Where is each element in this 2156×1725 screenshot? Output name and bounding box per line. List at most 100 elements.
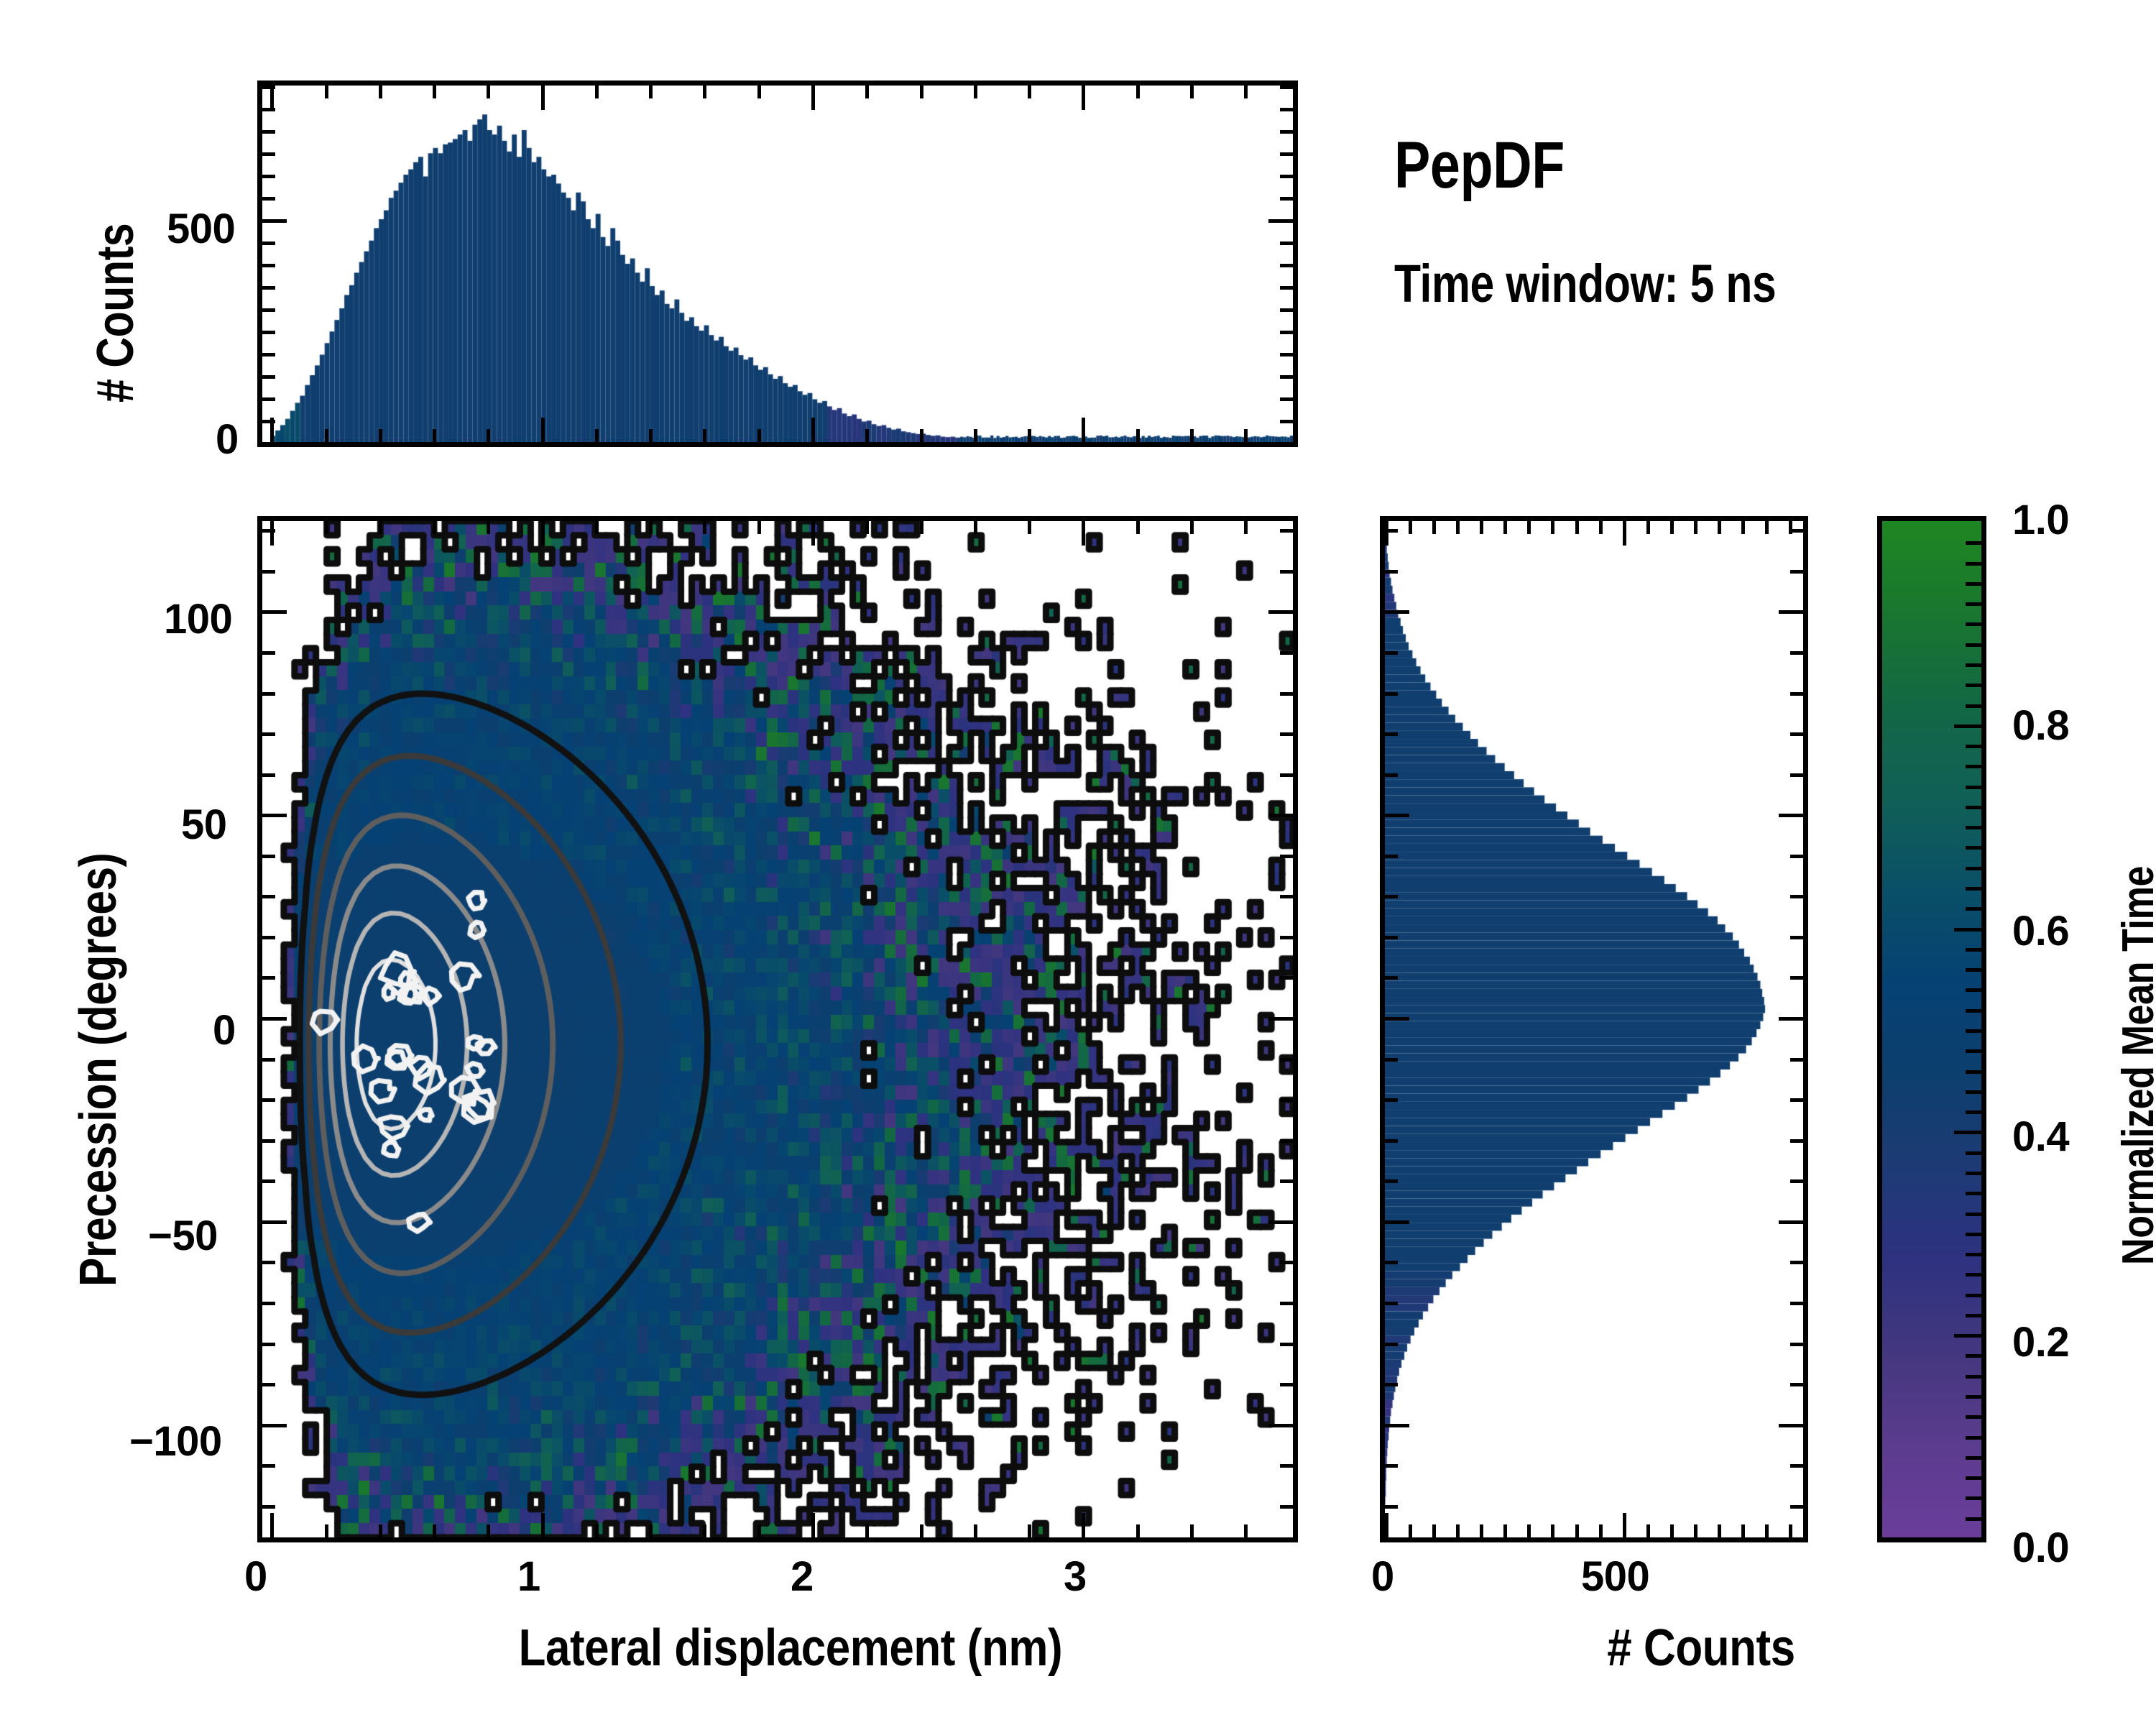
tophist-y-minor-tick: [262, 308, 275, 312]
top-hist-ytick-500: 500: [167, 206, 236, 252]
tophist-x-tick: [811, 418, 815, 442]
tophist-x-tick: [541, 418, 545, 442]
x-minor-tick-top: [1028, 521, 1031, 534]
righthist-y-tick: [1385, 1179, 1398, 1183]
x-tick-1: 1: [517, 1553, 540, 1600]
x-minor-tick: [1244, 1524, 1248, 1537]
tophist-y-tick-right: [1280, 331, 1293, 334]
y-minor-tick: [262, 936, 275, 939]
right-hist-xtick-0: 0: [1371, 1553, 1394, 1600]
y-major-tick-right: [1268, 1017, 1293, 1021]
y-minor-tick-right: [1280, 895, 1293, 898]
colorbar-minor-tick: [1966, 684, 1981, 687]
tophist-y-tick-right: [1280, 242, 1293, 245]
colorbar-tick-0p6: 0.6: [2012, 908, 2070, 954]
y-minor-tick-right: [1280, 1098, 1293, 1102]
colorbar-major-tick: [1954, 928, 1981, 932]
x-minor-tick-top: [1190, 521, 1194, 534]
righthist-y-tick: [1385, 1464, 1398, 1468]
y-minor-tick: [262, 1179, 275, 1183]
righthist-x-tick-top: [1409, 521, 1412, 534]
righthist-y-tick-right: [1790, 936, 1803, 939]
tophist-x-tick: [649, 429, 653, 442]
righthist-y-tick-right: [1779, 1220, 1803, 1224]
tophist-x-tick: [1244, 429, 1248, 442]
colorbar-minor-tick: [1966, 663, 1981, 667]
y-major-tick: [262, 1424, 287, 1427]
righthist-y-tick: [1385, 651, 1398, 655]
righthist-y-tick-right: [1790, 732, 1803, 736]
x-tick-3: 3: [1064, 1553, 1087, 1600]
colorbar-minor-tick: [1966, 806, 1981, 809]
x-major-tick: [1082, 1513, 1085, 1537]
y-minor-tick-right: [1280, 976, 1293, 980]
righthist-x-tick-top: [1718, 521, 1721, 534]
y-minor-tick-right: [1280, 855, 1293, 858]
colorbar-minor-tick: [1966, 846, 1981, 850]
tophist-x-tick: [757, 429, 761, 442]
righthist-x-minor-tick: [1432, 1524, 1436, 1537]
y-minor-tick: [262, 1302, 275, 1305]
righthist-y-tick-right: [1779, 814, 1803, 817]
righthist-y-tick-right: [1790, 529, 1803, 533]
y-minor-tick-right: [1280, 1343, 1293, 1346]
y-minor-tick: [262, 1261, 275, 1264]
tophist-x-tick: [595, 429, 599, 442]
right-hist-xtick-500: 500: [1581, 1553, 1650, 1600]
colorbar-minor-tick: [1966, 1070, 1981, 1074]
righthist-x-tick-top: [1623, 521, 1626, 546]
colorbar-minor-tick: [1966, 786, 1981, 789]
y-minor-tick-right: [1280, 1464, 1293, 1468]
righthist-x-tick-top: [1575, 521, 1579, 534]
y-major-tick-right: [1268, 1220, 1293, 1224]
righthist-y-tick-right: [1790, 1383, 1803, 1386]
x-minor-tick: [757, 1524, 761, 1537]
righthist-y-tick: [1385, 529, 1398, 533]
tophist-y-tick-right: [1280, 108, 1293, 111]
tophist-y-minor-tick: [262, 86, 275, 89]
tophist-y-tick-right: [1280, 175, 1293, 178]
righthist-y-tick-right: [1790, 1343, 1803, 1346]
tophist-x-tick-top: [595, 86, 599, 98]
tophist-y-major-tick: [262, 219, 287, 223]
righthist-x-major-tick: [1623, 1513, 1626, 1537]
tophist-x-tick-top: [865, 86, 869, 98]
y-major-tick: [262, 814, 287, 817]
colorbar-minor-tick: [1966, 887, 1981, 891]
x-minor-tick-top: [433, 521, 436, 534]
tophist-y-major-tick: [262, 442, 287, 446]
righthist-y-tick-right: [1790, 855, 1803, 858]
colorbar-minor-tick: [1966, 1090, 1981, 1094]
y-minor-tick: [262, 1505, 275, 1509]
y-minor-tick-right: [1280, 1505, 1293, 1509]
tophist-x-tick-top: [270, 86, 274, 110]
righthist-y-tick: [1385, 1302, 1398, 1305]
righthist-x-tick-top: [1741, 521, 1745, 534]
x-axis-label: Lateral displacement (nm): [518, 1619, 1063, 1677]
righthist-y-tick: [1385, 1343, 1398, 1346]
righthist-x-tick-top: [1670, 521, 1674, 534]
y-minor-tick-right: [1280, 1179, 1293, 1183]
colorbar-major-tick: [1954, 724, 1981, 728]
colorbar-minor-tick: [1966, 1049, 1981, 1053]
righthist-y-tick: [1385, 773, 1398, 777]
y-minor-tick: [262, 1098, 275, 1102]
righthist-x-tick-top: [1646, 521, 1650, 534]
righthist-y-tick: [1385, 976, 1398, 980]
x-minor-tick: [703, 1524, 706, 1537]
tophist-x-tick-top: [433, 86, 436, 98]
y-minor-tick-right: [1280, 936, 1293, 939]
tophist-y-tick-right: [1280, 264, 1293, 267]
righthist-y-tick: [1385, 936, 1398, 939]
tophist-x-tick-top: [379, 86, 382, 98]
x-tick-0: 0: [244, 1553, 267, 1600]
tophist-y-tick-right: [1280, 375, 1293, 379]
right-hist-axis-label: # Counts: [1607, 1619, 1795, 1677]
y-tick-0: 0: [213, 1007, 236, 1054]
colorbar-major-tick: [1954, 1334, 1981, 1338]
tophist-y-minor-tick: [262, 375, 275, 379]
y-tick-50: 50: [181, 801, 227, 848]
righthist-y-tick: [1385, 1220, 1409, 1224]
tophist-x-tick-top: [325, 86, 328, 98]
